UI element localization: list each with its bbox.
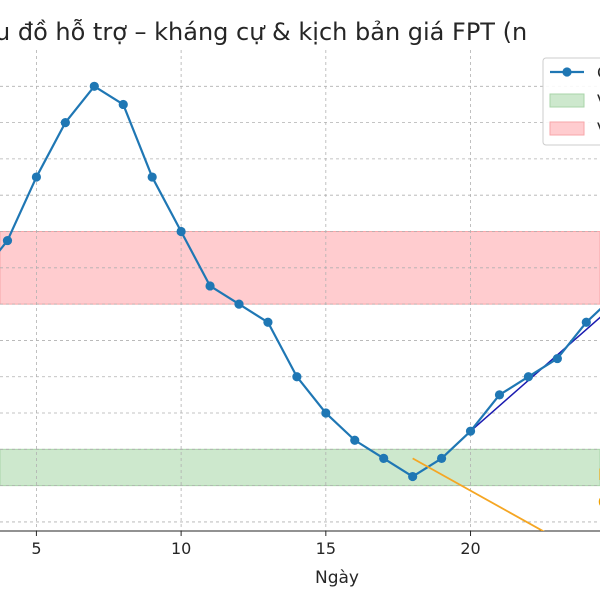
price-point (118, 99, 128, 110)
down-scenario-arrow (412, 457, 545, 531)
annotation-text: C (598, 492, 600, 511)
annotation-text: K (598, 465, 600, 484)
price-point (321, 408, 331, 418)
legend-label: V (597, 119, 600, 138)
price-point (176, 226, 186, 237)
chart-title: u đồ hỗ trợ – kháng cự & kịch bản giá FP… (0, 17, 527, 46)
price-point (494, 390, 505, 400)
x-tick-label: 15 (316, 539, 336, 558)
price-point (436, 453, 447, 463)
price-point (263, 317, 273, 327)
price-point (2, 235, 13, 246)
x-tick-label: 10 (171, 539, 191, 558)
price-point (552, 353, 562, 364)
plot-area: KC (0, 81, 600, 531)
price-point (31, 172, 42, 182)
price-point (581, 317, 591, 327)
x-tick-label: 20 (460, 539, 480, 558)
price-point (379, 453, 389, 463)
x-tick-label: 5 (31, 539, 41, 558)
price-point (408, 471, 418, 482)
legend-line-marker (562, 67, 572, 77)
support-zone-band (0, 448, 600, 487)
uptrend-line (470, 316, 600, 432)
price-point (147, 172, 157, 182)
price-point (60, 118, 70, 128)
price-point (350, 435, 360, 445)
price-point (523, 372, 534, 382)
price-point (89, 81, 99, 91)
legend-resistance-swatch (549, 121, 585, 136)
legend-label: G (597, 63, 600, 82)
price-point (234, 299, 244, 309)
price-point (292, 372, 302, 382)
x-axis-label: Ngày (315, 568, 359, 588)
price-point (465, 426, 476, 436)
price-point (205, 281, 215, 291)
legend-support-swatch (549, 93, 585, 108)
legend-label: V (597, 91, 600, 110)
